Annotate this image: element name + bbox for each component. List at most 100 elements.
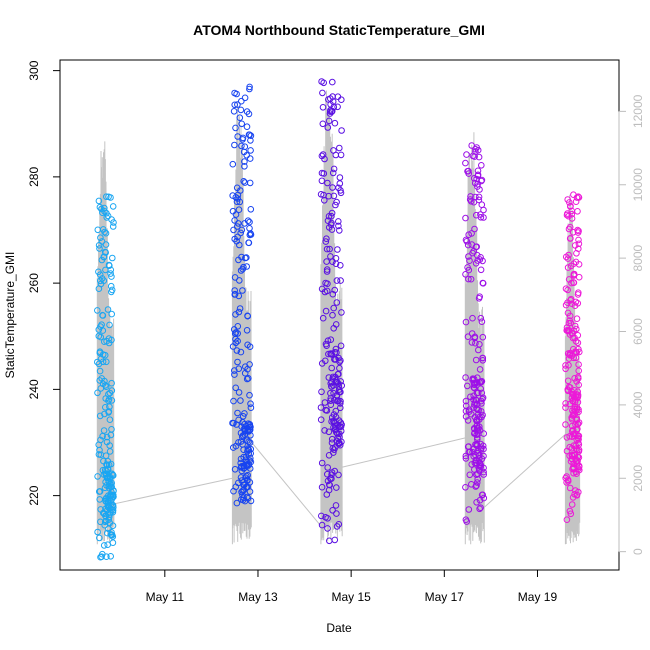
data-point: [97, 234, 104, 241]
data-point: [478, 318, 486, 326]
data-point: [476, 462, 484, 470]
data-point: [105, 482, 112, 490]
data-point: [233, 184, 241, 192]
data-point: [571, 375, 578, 382]
data-point: [109, 501, 116, 509]
data-point: [332, 356, 340, 363]
data-point: [337, 342, 345, 350]
data-point: [325, 350, 332, 358]
data-point: [335, 222, 342, 230]
data-point: [562, 362, 569, 369]
data-point: [570, 327, 578, 335]
data-point: [567, 235, 574, 242]
data-point: [241, 94, 249, 102]
data-point: [467, 193, 474, 200]
data-point: [564, 377, 572, 385]
data-point: [107, 553, 114, 560]
data-point: [106, 262, 113, 270]
data-point: [110, 219, 117, 226]
data-point: [334, 93, 342, 100]
data-point: [575, 194, 583, 201]
data-point: [572, 348, 579, 355]
data-point: [462, 214, 469, 222]
data-point: [236, 114, 244, 121]
data-point: [235, 206, 243, 213]
data-point: [480, 471, 488, 478]
data-point: [330, 304, 338, 312]
data-point: [233, 198, 241, 205]
data-point: [108, 387, 116, 394]
data-point: [568, 451, 576, 459]
data-point: [103, 461, 111, 469]
data-point: [564, 387, 572, 395]
data-point: [103, 209, 110, 217]
data-point: [318, 388, 325, 396]
data-point: [468, 241, 476, 248]
scatter-series-flight-4: [462, 142, 488, 525]
data-point: [96, 245, 103, 252]
data-point: [232, 211, 240, 218]
data-point: [573, 315, 581, 323]
data-point: [480, 494, 488, 502]
data-point: [331, 425, 339, 433]
y-tick-label: 240: [27, 379, 41, 399]
data-point: [243, 108, 251, 115]
data-point: [318, 512, 325, 520]
data-point: [463, 238, 471, 245]
data-point: [463, 151, 470, 158]
data-point: [231, 290, 239, 298]
scatter-series-flight-2: [229, 83, 255, 507]
data-point: [474, 434, 481, 441]
data-point: [247, 458, 255, 466]
data-point: [470, 379, 478, 387]
data-point: [240, 478, 247, 486]
data-point: [246, 218, 253, 226]
data-point: [575, 289, 582, 297]
data-point: [230, 108, 238, 115]
data-point: [464, 333, 472, 341]
y2-tick-label: 10000: [631, 168, 645, 202]
data-point: [566, 223, 574, 231]
data-point: [106, 448, 114, 455]
data-point: [475, 416, 483, 423]
data-point: [325, 224, 333, 231]
data-point: [317, 416, 325, 424]
data-point: [570, 465, 577, 472]
data-point: [573, 460, 581, 467]
data-point: [569, 391, 577, 399]
data-point: [232, 124, 239, 132]
data-point: [479, 357, 487, 364]
data-point: [109, 203, 117, 210]
data-point: [575, 240, 583, 248]
data-point: [109, 539, 117, 547]
data-point: [324, 464, 332, 471]
data-point: [477, 214, 485, 221]
data-point: [245, 446, 252, 453]
data-point: [96, 367, 104, 375]
data-point: [109, 254, 116, 262]
data-point: [331, 119, 339, 127]
data-point: [246, 426, 254, 434]
data-point: [233, 90, 240, 98]
data-point: [470, 384, 478, 391]
y2-tick-label: 12000: [631, 94, 645, 128]
data-point: [329, 373, 337, 381]
data-point: [242, 254, 249, 262]
data-point: [335, 370, 342, 378]
data-point: [241, 481, 248, 489]
data-point: [568, 215, 576, 222]
data-point: [105, 193, 112, 201]
data-point: [232, 335, 239, 343]
data-point: [96, 349, 104, 357]
data-point: [467, 275, 475, 283]
data-point: [479, 491, 487, 499]
data-point: [333, 299, 341, 306]
data-point: [106, 416, 114, 424]
data-point: [105, 513, 113, 521]
data-point: [240, 263, 247, 271]
data-point: [466, 257, 473, 265]
data-point: [328, 439, 336, 447]
data-point: [331, 467, 339, 475]
data-point: [230, 226, 237, 234]
data-point: [576, 348, 583, 356]
